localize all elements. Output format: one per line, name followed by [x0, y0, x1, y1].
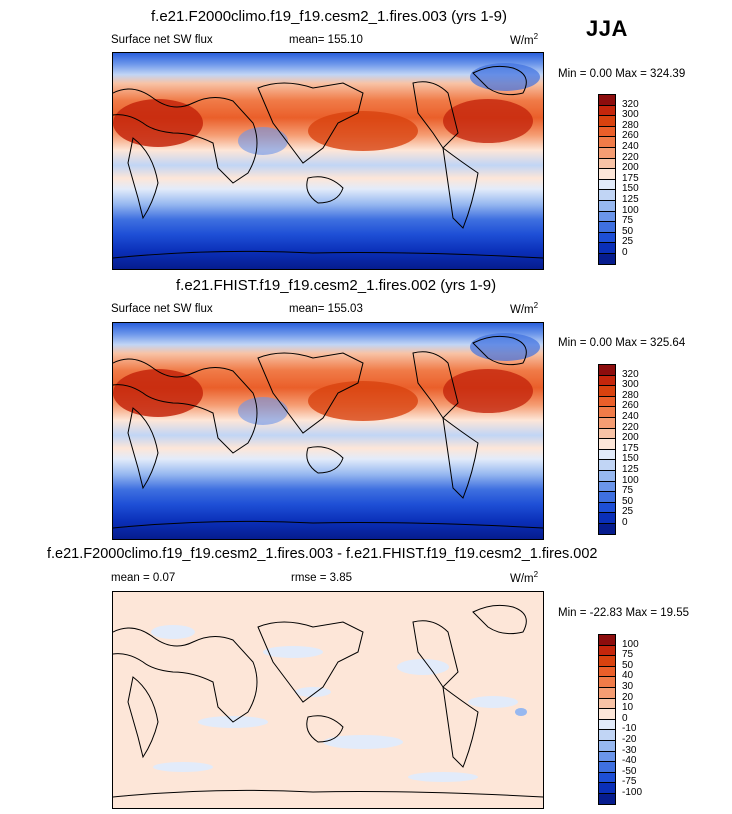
panel1-variable: Surface net SW flux — [111, 34, 213, 46]
panel3-colorbar-tick: 40 — [622, 670, 634, 682]
panel3-colorbar-tick: -40 — [622, 755, 637, 767]
panel1-units: W/m2 — [510, 32, 539, 47]
season-label: JJA — [586, 16, 628, 41]
panel2-coastlines — [113, 335, 543, 529]
panel2-mean: mean= 155.03 — [289, 303, 363, 315]
panel1-colorbar-tick: 50 — [622, 225, 634, 237]
panel1-colorbar-tick: 240 — [622, 141, 639, 152]
panel3-rmse: rmse = 3.85 — [291, 572, 353, 584]
panel2-colorbar-tick: 125 — [622, 464, 639, 475]
panel2-colorbar-tick: 75 — [622, 485, 634, 497]
panel2-map-svg — [113, 323, 543, 539]
panel1-colorbar-tick: 75 — [622, 215, 634, 227]
panel3-colorbar: 100 75 50 40 30 20 10 0 -10 -20 -30 -40 -50 -75 -100 — [598, 634, 658, 805]
panel2-colorbar-tick: 240 — [622, 411, 639, 422]
panel2-title: f.e21.FHIST.f19_f19.cesm2_1.fires.002 (y… — [176, 277, 497, 294]
panel1-colorbar-tick: 175 — [622, 172, 639, 184]
panel3-colorbar-tick: 50 — [622, 659, 634, 671]
panel2-colorbar-tick: 100 — [622, 474, 639, 486]
panel1-colorbar-tick: 260 — [622, 130, 639, 142]
panel3-colorbar-tick: 10 — [622, 702, 634, 714]
panel3-colorbar-cell — [598, 793, 616, 805]
panel2-map — [112, 322, 544, 540]
panel2-colorbar-tick: 260 — [622, 400, 639, 412]
panel1-coolspot — [238, 127, 288, 155]
panel1-colorbar-cell — [598, 253, 616, 265]
panel1-colorbar-tick: 220 — [622, 151, 639, 163]
panel2-hotspot — [113, 369, 203, 417]
panel2-colorbar-tick: 50 — [622, 495, 634, 507]
panel2-colorbar-tick: 300 — [622, 379, 639, 391]
panel3-map-svg — [113, 592, 543, 808]
panel3-colorbar-tick: -100 — [622, 787, 643, 798]
panel3-colorbar-tick: 20 — [622, 691, 634, 703]
panel2-colorbar-tick: 220 — [622, 421, 639, 433]
panel3-colorbar-tick: 75 — [622, 649, 634, 661]
panel1-title: f.e21.F2000climo.f19_f19.cesm2_1.fires.0… — [151, 8, 508, 25]
panel1-hotspot — [113, 99, 203, 147]
panel3-mean: mean = 0.07 — [111, 572, 176, 584]
panel1-map-svg — [113, 53, 543, 269]
panel1-colorbar-tick: 25 — [622, 236, 634, 248]
panel2-colorbar-tick: 320 — [622, 368, 639, 380]
panel3-colorbar-tick: 0 — [622, 712, 628, 724]
panel3-colorbar-tick: -50 — [622, 765, 637, 777]
panel1-colorbar-tick: 300 — [622, 109, 639, 121]
panel1-colorbar: 320 300 280 260 240 220 200 175 150 125 100 75 50 25 0 — [598, 94, 658, 265]
panel3-map — [112, 591, 544, 809]
panel3-units: W/m2 — [510, 570, 539, 585]
panel2-colorbar-tick: 25 — [622, 506, 634, 518]
panel3-minmax: Min = -22.83 Max = 19.55 — [558, 607, 690, 619]
panel3-colorbar-tick: -20 — [622, 734, 637, 745]
panel1-field — [113, 53, 543, 269]
panel3-colorbar-tick: 30 — [622, 681, 634, 692]
panel2-variable: Surface net SW flux — [111, 303, 213, 315]
panel2-hotspot — [308, 381, 418, 421]
panel2-colorbar-tick: 280 — [622, 389, 639, 401]
panel3-coastlines — [113, 604, 543, 798]
panel1-hotspot — [443, 99, 533, 143]
panel3-negative-spot — [515, 708, 527, 716]
panel2-units: W/m2 — [510, 301, 539, 316]
panel2-hotspot — [443, 369, 533, 413]
panel2-colorbar-tick: 175 — [622, 442, 639, 454]
panel1-colorbar-tick: 200 — [622, 162, 639, 174]
panel2-colorbar-tick: 150 — [622, 453, 639, 465]
panel2-colorbar-cell — [598, 523, 616, 535]
panel1-colorbar-tick: 150 — [622, 183, 639, 195]
panel2-field — [113, 323, 543, 539]
panel1-colorbar-tick: 280 — [622, 119, 639, 131]
panel1-mean: mean= 155.10 — [289, 34, 363, 46]
panel2-coolspot — [470, 333, 540, 361]
panel3-colorbar-tick: 100 — [622, 638, 639, 650]
panel3-colorbar-tick: -10 — [622, 723, 637, 735]
panel1-map — [112, 52, 544, 270]
panel2-colorbar-tick: 0 — [622, 517, 628, 528]
panel3-title: f.e21.F2000climo.f19_f19.cesm2_1.fires.0… — [47, 546, 598, 562]
panel2-minmax: Min = 0.00 Max = 325.64 — [558, 337, 686, 349]
panel1-coastlines — [113, 65, 543, 259]
panel1-colorbar-tick: 0 — [622, 247, 628, 258]
panel1-coolspot — [470, 63, 540, 91]
panel1-colorbar-tick: 320 — [622, 98, 639, 110]
panel2-coolspot — [238, 397, 288, 425]
panel3-colorbar-tick: -75 — [622, 776, 637, 788]
panel3-colorbar-tick: -30 — [622, 744, 637, 756]
panel1-colorbar-tick: 100 — [622, 204, 639, 216]
panel1-hotspot — [308, 111, 418, 151]
panel1-minmax: Min = 0.00 Max = 324.39 — [558, 68, 686, 80]
panel2-colorbar-tick: 200 — [622, 432, 639, 444]
panel1-colorbar-tick: 125 — [622, 194, 639, 205]
panel2-colorbar: 320 300 280 260 240 220 200 175 150 125 100 75 50 25 0 — [598, 364, 658, 535]
